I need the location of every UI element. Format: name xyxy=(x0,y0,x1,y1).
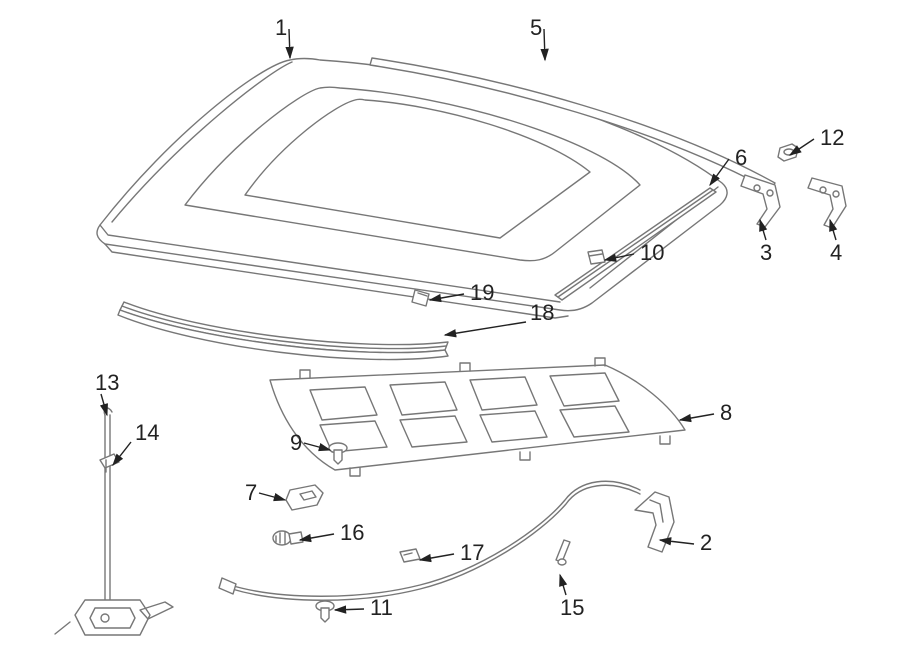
callout-label-3: 3 xyxy=(760,240,772,265)
callout-label-1: 1 xyxy=(275,15,287,40)
callout-label-13: 13 xyxy=(95,370,119,395)
callout-label-18: 18 xyxy=(530,300,554,325)
part-hinge-cover xyxy=(635,492,674,552)
part-molding-clip xyxy=(412,290,429,306)
callout-8: 8 xyxy=(680,400,732,425)
part-hood-bumper xyxy=(588,250,605,264)
callout-label-8: 8 xyxy=(720,400,732,425)
callout-15: 15 xyxy=(560,575,584,620)
part-hood-insulator xyxy=(270,358,685,476)
callout-label-15: 15 xyxy=(560,595,584,620)
callout-3: 3 xyxy=(760,220,772,265)
callout-label-4: 4 xyxy=(830,240,842,265)
callout-17: 17 xyxy=(420,540,484,565)
callout-14: 14 xyxy=(113,420,159,465)
exploded-diagram: 15126341019188971617111521314 xyxy=(0,0,900,661)
callout-5: 5 xyxy=(530,15,545,60)
callout-label-6: 6 xyxy=(735,145,747,170)
part-front-molding xyxy=(118,302,448,360)
callout-label-7: 7 xyxy=(245,480,257,505)
callout-1: 1 xyxy=(275,15,290,58)
callout-16: 16 xyxy=(300,520,364,545)
part-hinge-right xyxy=(808,178,846,228)
callout-label-5: 5 xyxy=(530,15,542,40)
part-hood-panel xyxy=(97,59,727,319)
callout-12: 12 xyxy=(790,125,844,155)
callout-label-19: 19 xyxy=(470,280,494,305)
callout-label-17: 17 xyxy=(460,540,484,565)
callout-label-10: 10 xyxy=(640,240,664,265)
part-latch-striker xyxy=(286,485,323,510)
callout-label-14: 14 xyxy=(135,420,159,445)
callout-label-16: 16 xyxy=(340,520,364,545)
part-cable-clip xyxy=(400,549,420,562)
callout-label-9: 9 xyxy=(290,430,302,455)
callout-7: 7 xyxy=(245,480,285,505)
callout-label-12: 12 xyxy=(820,125,844,150)
callout-18: 18 xyxy=(445,300,554,335)
part-retainer-clip xyxy=(316,601,334,622)
part-adjust-bumper xyxy=(273,531,303,545)
callout-4: 4 xyxy=(830,220,842,265)
callout-label-2: 2 xyxy=(700,530,712,555)
callout-label-11: 11 xyxy=(370,595,393,620)
